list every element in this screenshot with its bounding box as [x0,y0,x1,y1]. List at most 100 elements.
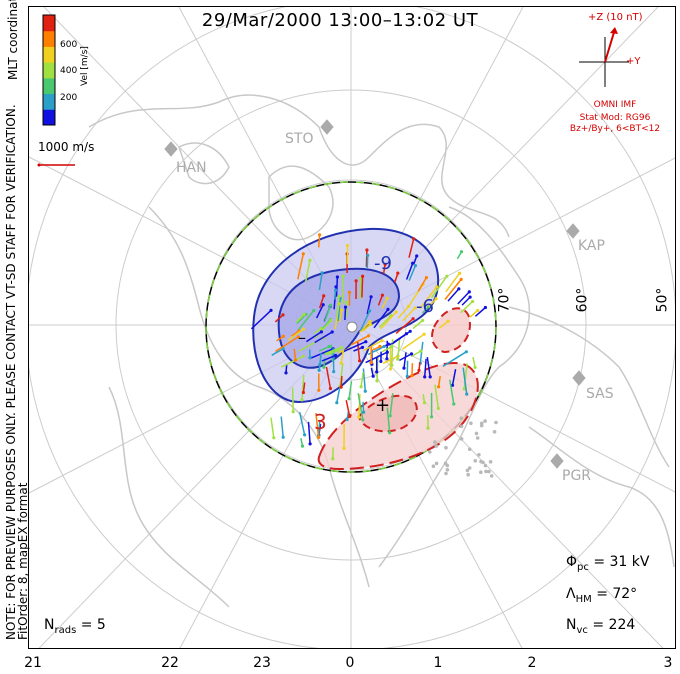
vector-origin [473,365,477,369]
vector-origin [341,274,345,278]
vector-origin [332,370,336,374]
vector-origin [445,274,449,278]
vector-origin [423,375,427,379]
velocity-vector [461,296,471,306]
vector-origin [413,306,417,310]
vector-origin [380,339,384,343]
velocity-vector [423,358,427,377]
velocity-vector [376,354,379,381]
vector-origin [428,375,432,379]
vector-origin [348,414,352,418]
velocity-vector [271,348,284,356]
vector-origin [354,279,358,283]
colorbar-segment [43,46,55,63]
vector-origin [301,252,305,256]
vector-origin [347,290,352,294]
vector-origin [301,354,305,358]
velocity-vector [275,336,299,353]
vector-origin [300,444,305,448]
vector-origin [359,277,363,281]
vector-origin [366,253,370,257]
velocity-vector [324,346,342,355]
vector-origin [459,250,464,254]
contour-label-neg6: -6 [416,296,434,317]
velocity-vector [338,309,343,323]
vector-origin [357,415,361,419]
grey-point [473,459,478,463]
vector-origin [459,277,463,281]
vector-origin [394,310,398,314]
velocity-vector [451,369,457,386]
vector-origin [303,433,307,437]
mlt-label-1: 1 [433,655,443,671]
grey-point [479,470,483,475]
velocity-vector [274,314,284,323]
vector-origin [378,344,382,348]
imf-y-label: +Y [626,56,641,67]
vector-origin [334,285,338,289]
site-marker-kap [566,223,580,239]
vector-origin [301,327,306,331]
velocity-vector [469,309,479,318]
lat-label-60: 60° [574,287,591,313]
velocity-vector [302,382,306,393]
vector-origin [409,352,414,356]
vector-origin [385,357,389,361]
velocity-vector [280,355,304,368]
vector-origin [284,371,288,375]
imf-z-label: +Z (10 nT) [588,12,643,23]
vector-origin [368,309,372,313]
velocity-vector [462,367,468,395]
vector-origin [462,387,466,391]
vector-origin [327,344,331,349]
colorbar-border [42,14,56,126]
vector-origin [410,374,414,378]
grey-point [434,461,439,466]
velocity-vector [340,349,345,364]
vector-origin [483,305,487,310]
velocity-vector [291,387,294,412]
vector-origin [422,401,427,405]
vector-origin [322,294,326,298]
velocity-vector [340,375,343,388]
vector-origin [379,359,383,363]
potential-max-marker: + [375,395,391,416]
vector-origin [364,340,368,344]
vector-origin [335,401,339,405]
vector-origin [320,271,324,275]
velocity-vector [366,296,372,315]
vector-origin [334,353,338,358]
vector-origin [458,271,462,275]
velocity-vector [402,307,416,322]
vector-origin [322,365,326,369]
vector-origin [386,307,390,311]
velocity-vector [318,272,323,291]
scale-label: 1000 m/s [38,140,95,154]
site-label-sto: STO [285,131,314,147]
vector-origin [405,374,409,378]
vector-origin [385,296,389,300]
velocity-vector [373,308,389,329]
vector-origin [339,361,343,365]
grey-point [489,474,494,478]
velocity-vector [460,300,474,314]
hm-boundary-dash [205,181,497,473]
vector-origin [396,271,400,275]
velocity-vector [401,333,425,350]
vector-origin [388,414,392,418]
grey-point [484,469,488,474]
velocity-vector [381,345,393,353]
grey-point [443,461,448,466]
mlt-label-3: 3 [663,655,673,671]
vector-origin [383,262,387,266]
grey-point [433,440,437,444]
vector-origin [435,285,439,289]
velocity-vector [391,330,411,345]
velocity-vector [437,376,441,387]
velocity-vector [380,311,397,330]
vector-origin [302,312,306,316]
vector-origin [411,261,415,265]
velocity-vector [361,276,364,298]
vector-origin [415,254,419,258]
vector-origin [366,334,371,338]
